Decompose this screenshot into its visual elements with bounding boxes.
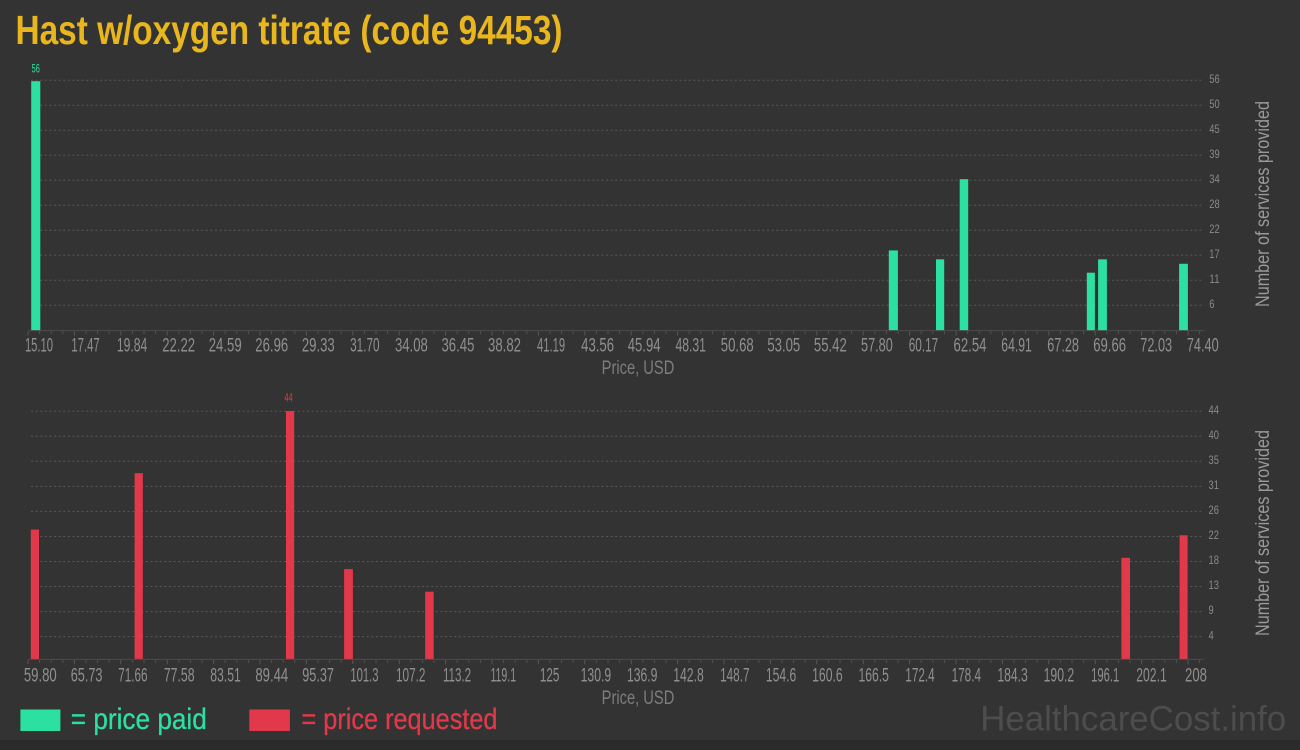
svg-text:172.4: 172.4 [905, 665, 934, 687]
svg-text:31.70: 31.70 [350, 335, 379, 357]
svg-text:= price paid: = price paid [71, 703, 207, 736]
svg-text:50.68: 50.68 [721, 335, 754, 357]
svg-text:17: 17 [1209, 249, 1219, 261]
svg-text:29.33: 29.33 [302, 335, 335, 357]
svg-text:6: 6 [1209, 299, 1214, 311]
svg-text:101.3: 101.3 [350, 665, 378, 687]
svg-text:62.54: 62.54 [954, 335, 987, 357]
svg-text:196.1: 196.1 [1091, 665, 1119, 687]
svg-text:202.1: 202.1 [1136, 665, 1167, 687]
svg-text:119.1: 119.1 [490, 665, 516, 687]
svg-text:184.3: 184.3 [997, 665, 1028, 687]
svg-text:38.82: 38.82 [488, 335, 521, 357]
svg-text:74.40: 74.40 [1187, 335, 1219, 357]
svg-text:64.91: 64.91 [1001, 335, 1032, 357]
svg-text:22: 22 [1209, 224, 1219, 236]
svg-text:45: 45 [1209, 124, 1219, 136]
svg-text:22: 22 [1209, 530, 1219, 542]
svg-text:178.4: 178.4 [952, 665, 981, 687]
svg-text:71.66: 71.66 [118, 665, 147, 687]
svg-text:77.58: 77.58 [164, 665, 195, 687]
svg-text:48.31: 48.31 [675, 335, 706, 357]
svg-text:67.28: 67.28 [1047, 335, 1079, 357]
svg-text:113.2: 113.2 [443, 665, 471, 687]
svg-text:190.2: 190.2 [1044, 665, 1075, 687]
svg-text:= price requested: = price requested [302, 703, 498, 736]
svg-text:154.6: 154.6 [766, 665, 797, 687]
svg-text:166.5: 166.5 [858, 665, 889, 687]
svg-text:55.42: 55.42 [814, 335, 847, 357]
svg-text:57.80: 57.80 [861, 335, 893, 357]
svg-text:Number of services provided: Number of services provided [1252, 101, 1274, 307]
svg-text:40: 40 [1209, 430, 1219, 442]
svg-text:18: 18 [1209, 555, 1219, 567]
svg-text:17.47: 17.47 [71, 335, 99, 357]
svg-text:HealthcareCost.info: HealthcareCost.info [980, 698, 1286, 738]
svg-text:15.10: 15.10 [25, 335, 53, 357]
svg-text:208: 208 [1185, 665, 1207, 687]
svg-text:Hast w/oxygen titrate (code 94: Hast w/oxygen titrate (code 94453) [16, 7, 563, 53]
svg-text:65.73: 65.73 [71, 665, 103, 687]
svg-text:34.08: 34.08 [395, 335, 428, 357]
svg-text:35: 35 [1209, 455, 1219, 467]
svg-text:95.37: 95.37 [302, 665, 334, 687]
svg-text:28: 28 [1209, 199, 1219, 211]
svg-text:130.9: 130.9 [581, 665, 612, 687]
svg-text:24.59: 24.59 [209, 335, 242, 357]
svg-text:148.7: 148.7 [720, 665, 749, 687]
svg-text:56: 56 [32, 61, 40, 75]
svg-text:60.17: 60.17 [909, 335, 938, 357]
svg-text:89.44: 89.44 [255, 665, 288, 687]
svg-text:Number of services provided: Number of services provided [1252, 430, 1274, 636]
svg-text:Price, USD: Price, USD [602, 357, 675, 379]
svg-text:31: 31 [1209, 480, 1219, 492]
svg-text:53.05: 53.05 [767, 335, 800, 357]
svg-text:Price, USD: Price, USD [602, 687, 675, 709]
svg-text:26: 26 [1209, 505, 1219, 517]
svg-text:43.56: 43.56 [581, 335, 614, 357]
svg-text:160.6: 160.6 [812, 665, 843, 687]
svg-text:107.2: 107.2 [396, 665, 425, 687]
svg-text:50: 50 [1209, 99, 1219, 111]
svg-text:36.45: 36.45 [442, 335, 475, 357]
svg-text:83.51: 83.51 [210, 665, 241, 687]
svg-text:69.66: 69.66 [1093, 335, 1126, 357]
svg-text:13: 13 [1209, 580, 1219, 592]
svg-text:44: 44 [285, 391, 293, 405]
svg-text:72.03: 72.03 [1140, 335, 1172, 357]
svg-text:4: 4 [1209, 630, 1215, 642]
svg-text:41.19: 41.19 [537, 335, 565, 357]
svg-text:56: 56 [1209, 74, 1219, 86]
svg-text:59.80: 59.80 [24, 665, 57, 687]
svg-text:34: 34 [1209, 174, 1220, 186]
svg-text:125: 125 [540, 665, 560, 687]
svg-text:22.22: 22.22 [162, 335, 195, 357]
svg-text:9: 9 [1209, 605, 1214, 617]
svg-text:45.94: 45.94 [628, 335, 661, 357]
svg-text:19.84: 19.84 [117, 335, 148, 357]
svg-text:26.96: 26.96 [255, 335, 288, 357]
svg-text:44: 44 [1209, 405, 1220, 417]
svg-text:142.8: 142.8 [673, 665, 704, 687]
svg-text:39: 39 [1209, 149, 1219, 161]
svg-text:136.9: 136.9 [627, 665, 658, 687]
svg-text:11: 11 [1209, 274, 1219, 286]
